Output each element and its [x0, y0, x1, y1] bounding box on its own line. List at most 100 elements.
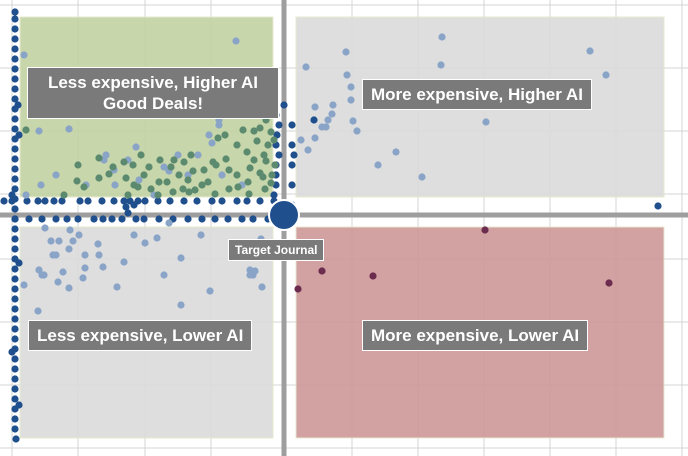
point-good_deal-38 [169, 188, 177, 196]
point-good_deal-7 [170, 156, 178, 164]
point-good_deal-66 [250, 156, 258, 164]
point-edge-64 [141, 197, 149, 205]
point-edge-52 [23, 197, 31, 205]
point-edge-57 [76, 197, 84, 205]
point-edge-55 [50, 197, 58, 205]
point-edge-68 [193, 197, 201, 205]
point-lower_ai-4 [605, 279, 613, 287]
point-other-52 [79, 274, 87, 282]
point-other-22 [132, 143, 140, 151]
point-edge-86 [140, 215, 148, 223]
point-good_deal-35 [137, 151, 145, 159]
point-other-33 [65, 245, 73, 253]
point-other-2 [20, 51, 28, 59]
point-good_deal-62 [167, 163, 175, 171]
point-good_deal-16 [73, 177, 81, 185]
point-lower_ai-3 [481, 226, 489, 234]
point-edge-73 [256, 197, 264, 205]
point-edge-117 [654, 202, 662, 210]
point-edge-90 [198, 215, 206, 223]
point-other-87 [438, 33, 446, 41]
point-edge-72 [243, 197, 251, 205]
point-edge-22 [11, 235, 19, 243]
point-other-59 [113, 283, 121, 291]
point-good_deal-1 [74, 161, 82, 169]
point-other-86 [437, 61, 445, 69]
point-edge-85 [132, 215, 140, 223]
point-edge-35 [11, 365, 19, 373]
point-good_deal-29 [211, 190, 219, 198]
point-other-90 [602, 71, 610, 79]
point-good_deal-19 [105, 170, 113, 178]
point-good_deal-46 [256, 124, 264, 132]
point-edge-29 [11, 305, 19, 313]
point-edge-7 [11, 85, 19, 93]
point-other-49 [99, 263, 107, 271]
point-edge-42 [11, 8, 19, 16]
point-edge-46 [15, 401, 23, 409]
point-other-53 [66, 226, 74, 234]
point-good_deal-60 [246, 164, 254, 172]
point-other-45 [165, 219, 173, 227]
point-other-39 [81, 251, 89, 259]
point-edge-14 [11, 155, 19, 163]
point-edge-8 [11, 95, 19, 103]
point-good_deal-61 [140, 171, 148, 179]
point-good_deal-65 [260, 151, 268, 159]
point-other-83 [374, 161, 382, 169]
quadrant-label-top-right: More expensive, Higher AI [362, 79, 592, 110]
point-good_deal-17 [80, 183, 88, 191]
point-edge-69 [208, 197, 216, 205]
point-other-14 [205, 131, 213, 139]
point-other-43 [141, 239, 149, 247]
point-edge-47 [12, 435, 20, 443]
point-other-5 [52, 171, 60, 179]
point-other-89 [586, 47, 594, 55]
point-edge-94 [249, 215, 257, 223]
point-good_deal-36 [154, 191, 162, 199]
point-good_deal-23 [163, 178, 171, 186]
point-good_deal-68 [268, 171, 276, 179]
quadrant-label-bottom-right: More expensive, Lower AI [362, 320, 589, 351]
point-edge-89 [184, 215, 192, 223]
point-good_deal-32 [245, 190, 253, 198]
point-good_deal-30 [225, 185, 233, 193]
point-other-21 [160, 163, 168, 171]
point-good_deal-31 [234, 183, 242, 191]
point-other-41 [120, 258, 128, 266]
point-good_deal-49 [267, 128, 275, 136]
point-other-28 [41, 224, 49, 232]
quadrant-label-bottom-left: Less expensive, Lower AI [28, 320, 253, 351]
point-edge-38 [11, 395, 19, 403]
point-good_deal-2 [95, 154, 103, 162]
point-edge-50 [0, 197, 8, 205]
point-good_deal-57 [191, 186, 199, 194]
point-good_deal-53 [109, 163, 117, 171]
point-edge-45 [8, 348, 16, 356]
point-other-63 [206, 287, 214, 295]
point-other-32 [75, 231, 83, 239]
point-other-25 [184, 171, 192, 179]
point-edge-98 [124, 209, 132, 217]
point-other-72 [328, 110, 336, 118]
point-edge-81 [90, 215, 98, 223]
point-lower_ai-1 [369, 272, 377, 280]
point-good_deal-20 [122, 174, 130, 182]
point-other-85 [418, 173, 426, 181]
point-good_deal-43 [233, 141, 241, 149]
point-other-79 [329, 101, 337, 109]
point-other-70 [311, 103, 319, 111]
point-other-48 [160, 271, 168, 279]
point-edge-1 [11, 25, 19, 33]
point-edge-23 [11, 245, 19, 253]
point-edge-17 [11, 185, 19, 193]
point-good_deal-3 [120, 158, 128, 166]
point-edge-93 [238, 215, 246, 223]
point-good_deal-54 [60, 191, 68, 199]
point-edge-78 [52, 215, 60, 223]
point-good_deal-42 [221, 131, 229, 139]
point-edge-115 [290, 151, 298, 159]
point-other-78 [353, 127, 361, 135]
point-good_deal-48 [264, 141, 272, 149]
